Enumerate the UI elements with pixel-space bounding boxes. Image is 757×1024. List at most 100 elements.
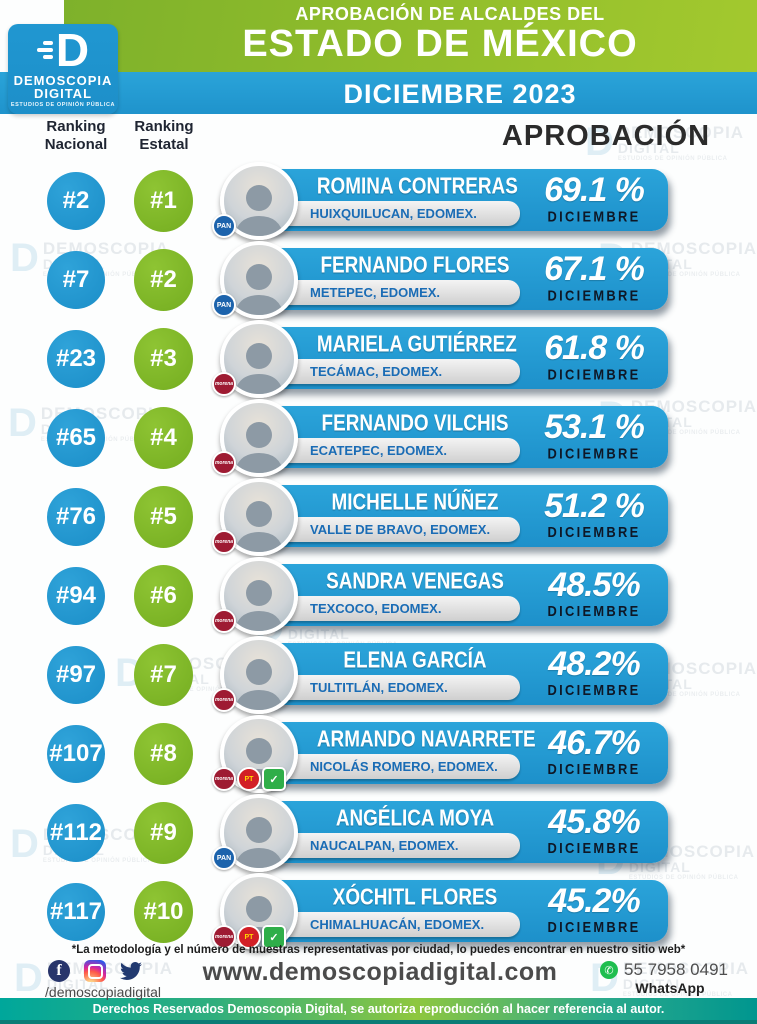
demoscopia-logo: D DEMOSCOPIA DIGITAL ESTUDIOS DE OPINIÓN… bbox=[8, 24, 118, 114]
party-logo-morena-icon: morena bbox=[212, 451, 236, 475]
state-rank-badge: #2 bbox=[134, 249, 193, 311]
party-logo-pan-icon: PAN bbox=[212, 214, 236, 238]
mayor-name: FERNANDO VILCHIS bbox=[321, 411, 509, 436]
approval-month: DICIEMBRE bbox=[547, 365, 641, 383]
mayor-photo bbox=[220, 162, 298, 240]
mayor-photo bbox=[220, 794, 298, 872]
state-rank-value: #9 bbox=[150, 819, 177, 846]
whatsapp-label: WhatsApp bbox=[635, 980, 705, 996]
logo-name-line1: DEMOSCOPIA bbox=[13, 73, 113, 88]
approval-bar: ROMINA CONTRERAS HUIXQUILUCAN, EDOMEX. 6… bbox=[258, 169, 668, 231]
state-rank-value: #7 bbox=[150, 661, 177, 688]
facebook-icon[interactable]: f bbox=[48, 960, 70, 982]
municipality-label: ECATEPEC, EDOMEX. bbox=[310, 443, 448, 458]
mayor-name: ARMANDO NAVARRETE bbox=[316, 727, 536, 752]
party-logo-morena-icon: morena bbox=[212, 530, 236, 554]
approval-value-block: 45.2% DICIEMBRE bbox=[528, 883, 660, 935]
national-rank-value: #65 bbox=[55, 424, 97, 451]
methodology-note: *La metodología y el número de muestras … bbox=[71, 944, 686, 956]
ranking-row: #112 #9 ANGÉLICA MOYA NAUCALPAN, EDOMEX.… bbox=[0, 794, 757, 873]
copyright-bar: Derechos Reservados Demoscopia Digital, … bbox=[0, 998, 757, 1020]
state-rank-value: #6 bbox=[150, 582, 177, 609]
person-silhouette-icon bbox=[234, 659, 284, 710]
ranking-row: #2 #1 ROMINA CONTRERAS HUIXQUILUCAN, EDO… bbox=[0, 162, 757, 241]
logo-name-line2: DIGITAL bbox=[33, 86, 93, 101]
national-rank-value: #94 bbox=[55, 582, 97, 609]
phone-number[interactable]: 55 7958 0491 bbox=[624, 960, 728, 979]
state-rank-badge: #3 bbox=[134, 328, 193, 390]
municipality-band: NAUCALPAN, EDOMEX. bbox=[276, 833, 520, 858]
approval-value-block: 61.8 % DICIEMBRE bbox=[528, 330, 660, 382]
col-state-line1: Ranking bbox=[134, 118, 194, 135]
national-rank-badge: #97 bbox=[47, 646, 105, 704]
person-silhouette-icon bbox=[234, 422, 284, 473]
mayor-photo bbox=[220, 399, 298, 477]
state-rank-badge: #7 bbox=[134, 644, 193, 706]
party-logo-morena-icon: morena bbox=[212, 609, 236, 633]
state-rank-badge: #10 bbox=[134, 881, 193, 943]
person-silhouette-icon bbox=[234, 343, 284, 394]
party-logos: morena PT ✓ bbox=[212, 767, 286, 791]
approval-percentage: 46.7% bbox=[548, 724, 640, 762]
header-green-banner bbox=[64, 0, 757, 80]
national-rank-badge: #2 bbox=[47, 172, 105, 230]
whatsapp-icon[interactable]: ✆ bbox=[600, 961, 618, 979]
municipality-band: HUIXQUILUCAN, EDOMEX. bbox=[276, 201, 520, 226]
twitter-icon[interactable] bbox=[120, 960, 142, 982]
municipality-label: NICOLÁS ROMERO, EDOMEX. bbox=[310, 759, 498, 774]
approval-month: DICIEMBRE bbox=[547, 602, 641, 620]
approval-bar: MARIELA GUTIÉRREZ TECÁMAC, EDOMEX. 61.8 … bbox=[258, 327, 668, 389]
mayor-name: ELENA GARCÍA bbox=[343, 648, 487, 673]
party-logo-pan-icon: PAN bbox=[212, 846, 236, 870]
mayor-name: SANDRA VENEGAS bbox=[326, 569, 504, 594]
column-header-national: Ranking Nacional bbox=[28, 118, 124, 154]
party-logo-pvem-icon: ✓ bbox=[262, 925, 286, 949]
approval-percentage: 69.1 % bbox=[544, 171, 645, 209]
approval-month: DICIEMBRE bbox=[547, 918, 641, 936]
ranking-row: #76 #5 MICHELLE NÚÑEZ VALLE DE BRAVO, ED… bbox=[0, 478, 757, 557]
municipality-label: METEPEC, EDOMEX. bbox=[310, 285, 441, 300]
national-rank-value: #23 bbox=[55, 345, 97, 372]
ranking-row: #97 #7 ELENA GARCÍA TULTITLÁN, EDOMEX. 4… bbox=[0, 636, 757, 715]
social-handle[interactable]: /demoscopiadigital bbox=[45, 984, 161, 1000]
national-rank-value: #112 bbox=[49, 819, 103, 846]
approval-bar: FERNANDO VILCHIS ECATEPEC, EDOMEX. 53.1 … bbox=[258, 406, 668, 468]
state-rank-badge: #8 bbox=[134, 723, 193, 785]
ranking-list: #2 #1 ROMINA CONTRERAS HUIXQUILUCAN, EDO… bbox=[0, 162, 757, 952]
mayor-name: XÓCHITL FLORES bbox=[332, 885, 498, 910]
municipality-band: TEXCOCO, EDOMEX. bbox=[276, 596, 520, 621]
instagram-icon[interactable] bbox=[84, 960, 106, 982]
approval-value-block: 53.1 % DICIEMBRE bbox=[528, 409, 660, 461]
col-national-line2: Nacional bbox=[44, 136, 108, 153]
ranking-row: #107 #8 ARMANDO NAVARRETE NICOLÁS ROMERO… bbox=[0, 715, 757, 794]
party-logo-morena-icon: morena bbox=[212, 767, 236, 791]
approval-month: DICIEMBRE bbox=[547, 839, 641, 857]
state-rank-value: #1 bbox=[150, 187, 177, 214]
municipality-band: TULTITLÁN, EDOMEX. bbox=[276, 675, 520, 700]
party-logos: morena PT ✓ bbox=[212, 925, 286, 949]
approval-bar: ELENA GARCÍA TULTITLÁN, EDOMEX. 48.2% DI… bbox=[258, 643, 668, 705]
person-silhouette-icon bbox=[234, 580, 284, 631]
approval-bar: ARMANDO NAVARRETE NICOLÁS ROMERO, EDOMEX… bbox=[258, 722, 668, 784]
website-url[interactable]: www.demoscopiadigital.com bbox=[202, 958, 558, 986]
party-logos: morena bbox=[212, 530, 236, 554]
state-rank-badge: #4 bbox=[134, 407, 193, 469]
mayor-name: MARIELA GUTIÉRREZ bbox=[316, 332, 517, 357]
header: APROBACIÓN DE ALCALDES DEL ESTADO DE MÉX… bbox=[0, 0, 757, 114]
approval-percentage: 61.8 % bbox=[544, 329, 645, 367]
party-logos: morena bbox=[212, 372, 236, 396]
municipality-label: NAUCALPAN, EDOMEX. bbox=[310, 838, 459, 853]
whatsapp-contact[interactable]: ✆ 55 7958 0491 WhatsApp bbox=[600, 960, 750, 996]
municipality-band: NICOLÁS ROMERO, EDOMEX. bbox=[276, 754, 520, 779]
approval-bar: FERNANDO FLORES METEPEC, EDOMEX. 67.1 % … bbox=[258, 248, 668, 310]
state-rank-badge: #6 bbox=[134, 565, 193, 627]
state-rank-value: #2 bbox=[150, 266, 177, 293]
approval-bar: ANGÉLICA MOYA NAUCALPAN, EDOMEX. 45.8% D… bbox=[258, 801, 668, 863]
approval-value-block: 45.8% DICIEMBRE bbox=[528, 804, 660, 856]
national-rank-value: #107 bbox=[49, 740, 103, 767]
approval-bar: MICHELLE NÚÑEZ VALLE DE BRAVO, EDOMEX. 5… bbox=[258, 485, 668, 547]
national-rank-badge: #112 bbox=[47, 804, 105, 862]
municipality-label: TECÁMAC, EDOMEX. bbox=[310, 364, 443, 379]
column-header-approval: APROBACIÓN bbox=[501, 120, 711, 152]
